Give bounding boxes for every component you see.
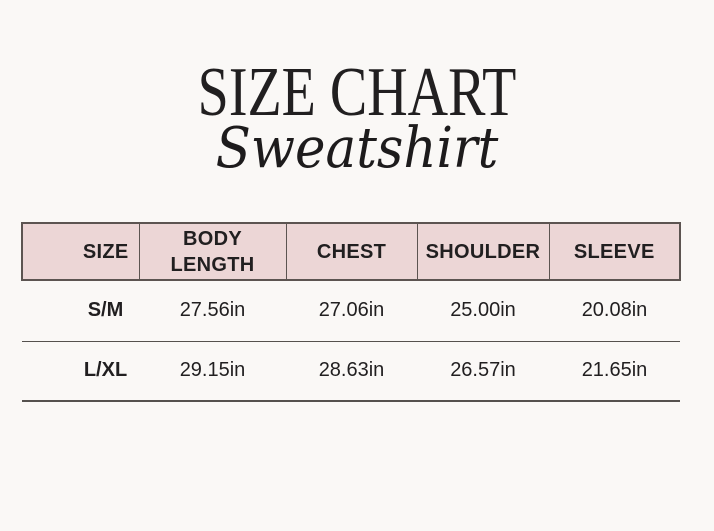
chest-value-sm: 27.06in <box>286 280 417 342</box>
size-label-sm: S/M <box>22 280 139 342</box>
shoulder-value-lxl: 26.57in <box>417 341 549 402</box>
body-length-value-lxl: 29.15in <box>139 341 286 402</box>
page-subtitle-script: Sweatshirt <box>215 116 499 181</box>
size-label-lxl: L/XL <box>22 341 139 402</box>
table-row-sm: S/M 27.56in 27.06in 25.00in 20.08in <box>22 280 680 342</box>
column-header-shoulder: SHOULDER <box>416 222 550 281</box>
sleeve-value-lxl: 21.65in <box>549 341 680 402</box>
size-table: SIZE BODY LENGTH CHEST SHOULDER SLEEVE S… <box>21 222 681 402</box>
column-header-size: SIZE <box>21 222 140 281</box>
table-header-row: SIZE BODY LENGTH CHEST SHOULDER SLEEVE <box>21 222 681 281</box>
chest-value-lxl: 28.63in <box>286 341 417 402</box>
column-header-body-length: BODY LENGTH <box>138 222 287 281</box>
body-length-value-sm: 27.56in <box>139 280 286 342</box>
sleeve-value-sm: 20.08in <box>549 280 680 342</box>
column-header-chest: CHEST <box>285 222 418 281</box>
page-title: SIZE CHART <box>197 54 517 131</box>
table-row-lxl: L/XL 29.15in 28.63in 26.57in 21.65in <box>22 341 680 402</box>
shoulder-value-sm: 25.00in <box>417 280 549 342</box>
column-header-sleeve: SLEEVE <box>548 222 681 281</box>
